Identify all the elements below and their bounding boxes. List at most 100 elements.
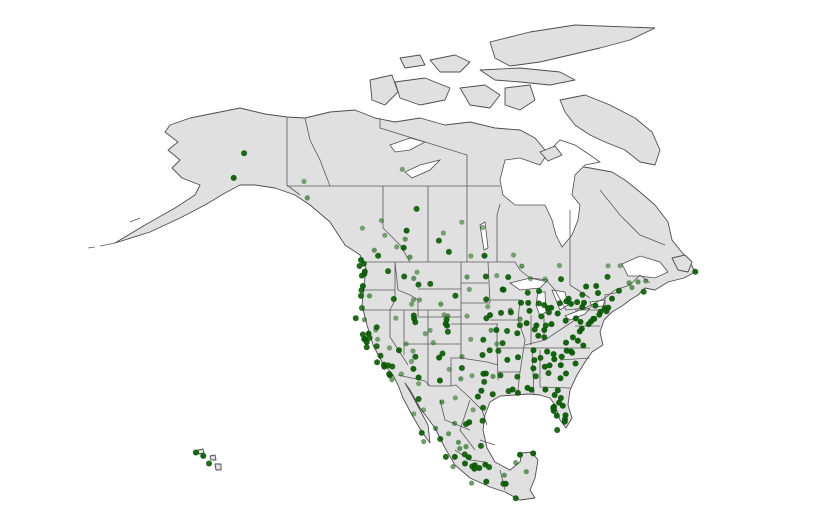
observation-point (514, 389, 521, 396)
observation-point (595, 290, 601, 296)
observation-point (562, 412, 569, 419)
observation-point (490, 373, 496, 379)
observation-point (481, 378, 488, 385)
observation-point (514, 373, 521, 380)
observation-point (433, 425, 439, 431)
observation-point (535, 300, 542, 307)
observation-point (418, 429, 425, 436)
observation-point (410, 348, 416, 354)
observation-point (389, 363, 396, 370)
observation-point (464, 274, 470, 280)
observation-point (579, 304, 586, 310)
observation-point (459, 354, 465, 360)
observation-point (557, 362, 564, 369)
observation-point (626, 280, 632, 286)
observation-point (403, 227, 410, 234)
observation-point (563, 339, 569, 346)
observation-point (408, 358, 415, 364)
observation-point (468, 253, 474, 259)
observation-point (377, 352, 384, 359)
observation-point (551, 356, 558, 363)
observation-point (601, 305, 608, 312)
arctic-island (429, 54, 471, 73)
observation-point (394, 244, 400, 250)
observation-point (438, 301, 444, 307)
observation-point (553, 412, 560, 419)
observation-point (420, 407, 427, 413)
observation-point (451, 453, 458, 460)
observation-point (545, 309, 552, 316)
observation-point (361, 317, 367, 323)
land-layer (87, 24, 696, 501)
observation-point (385, 268, 392, 275)
observation-point (436, 354, 443, 361)
observation-point (495, 347, 502, 354)
banks-island (369, 74, 399, 106)
observation-point (563, 347, 570, 354)
devon-island (479, 67, 576, 86)
lake-superior (509, 277, 549, 291)
observation-point (489, 391, 496, 398)
observation-point (482, 273, 489, 280)
observation-point (616, 287, 622, 294)
observation-point (439, 350, 446, 357)
observation-point (635, 279, 641, 285)
observation-point (554, 427, 561, 433)
gulf-of-st-lawrence (621, 255, 669, 279)
observation-point (479, 352, 486, 358)
observation-point (414, 269, 420, 275)
observation-point (517, 316, 523, 322)
observation-point (640, 288, 647, 295)
observation-point (412, 353, 419, 360)
observation-point (517, 451, 523, 458)
observation-point (358, 272, 365, 279)
observation-point (373, 327, 379, 333)
observation-point (486, 347, 493, 354)
observation-point (500, 286, 507, 293)
observation-point (445, 248, 452, 255)
newfoundland (671, 254, 693, 273)
observation-point (569, 334, 576, 341)
observation-point (435, 237, 442, 244)
observation-point (478, 387, 485, 394)
observation-point (393, 315, 399, 321)
observation-point (488, 327, 494, 333)
observation-point (562, 317, 569, 324)
observation-point (457, 445, 463, 452)
observation-point (580, 342, 587, 349)
observation-point (513, 460, 519, 466)
observation-point (545, 370, 552, 377)
observation-point (417, 297, 423, 303)
observation-point (411, 275, 417, 281)
observation-point (629, 284, 635, 291)
observation-point (458, 365, 465, 371)
observation-point (537, 354, 544, 361)
observation-point (390, 296, 397, 302)
observation-point (352, 315, 359, 322)
observation-point (505, 388, 512, 395)
observation-point (462, 460, 468, 467)
southampton-island (539, 145, 563, 162)
observation-point (470, 407, 476, 413)
observation-point (617, 263, 623, 269)
observation-point (604, 273, 611, 280)
observation-point (498, 309, 504, 316)
observation-point (532, 373, 539, 380)
observation-point (592, 302, 599, 309)
lake-erie (564, 307, 592, 321)
observation-point (579, 291, 586, 298)
hawaii-islands (197, 448, 222, 471)
observation-point (363, 344, 370, 351)
observation-point (461, 451, 468, 458)
observation-point (399, 166, 405, 172)
observation-point (538, 313, 545, 320)
observation-point (480, 224, 486, 231)
observation-point (524, 289, 531, 296)
baffin-island (559, 94, 661, 166)
arctic-island (504, 84, 536, 111)
observation-point (437, 378, 443, 384)
observation-point (410, 312, 417, 319)
observation-point (551, 392, 558, 398)
observation-point (528, 386, 535, 393)
observation-point (494, 273, 500, 279)
